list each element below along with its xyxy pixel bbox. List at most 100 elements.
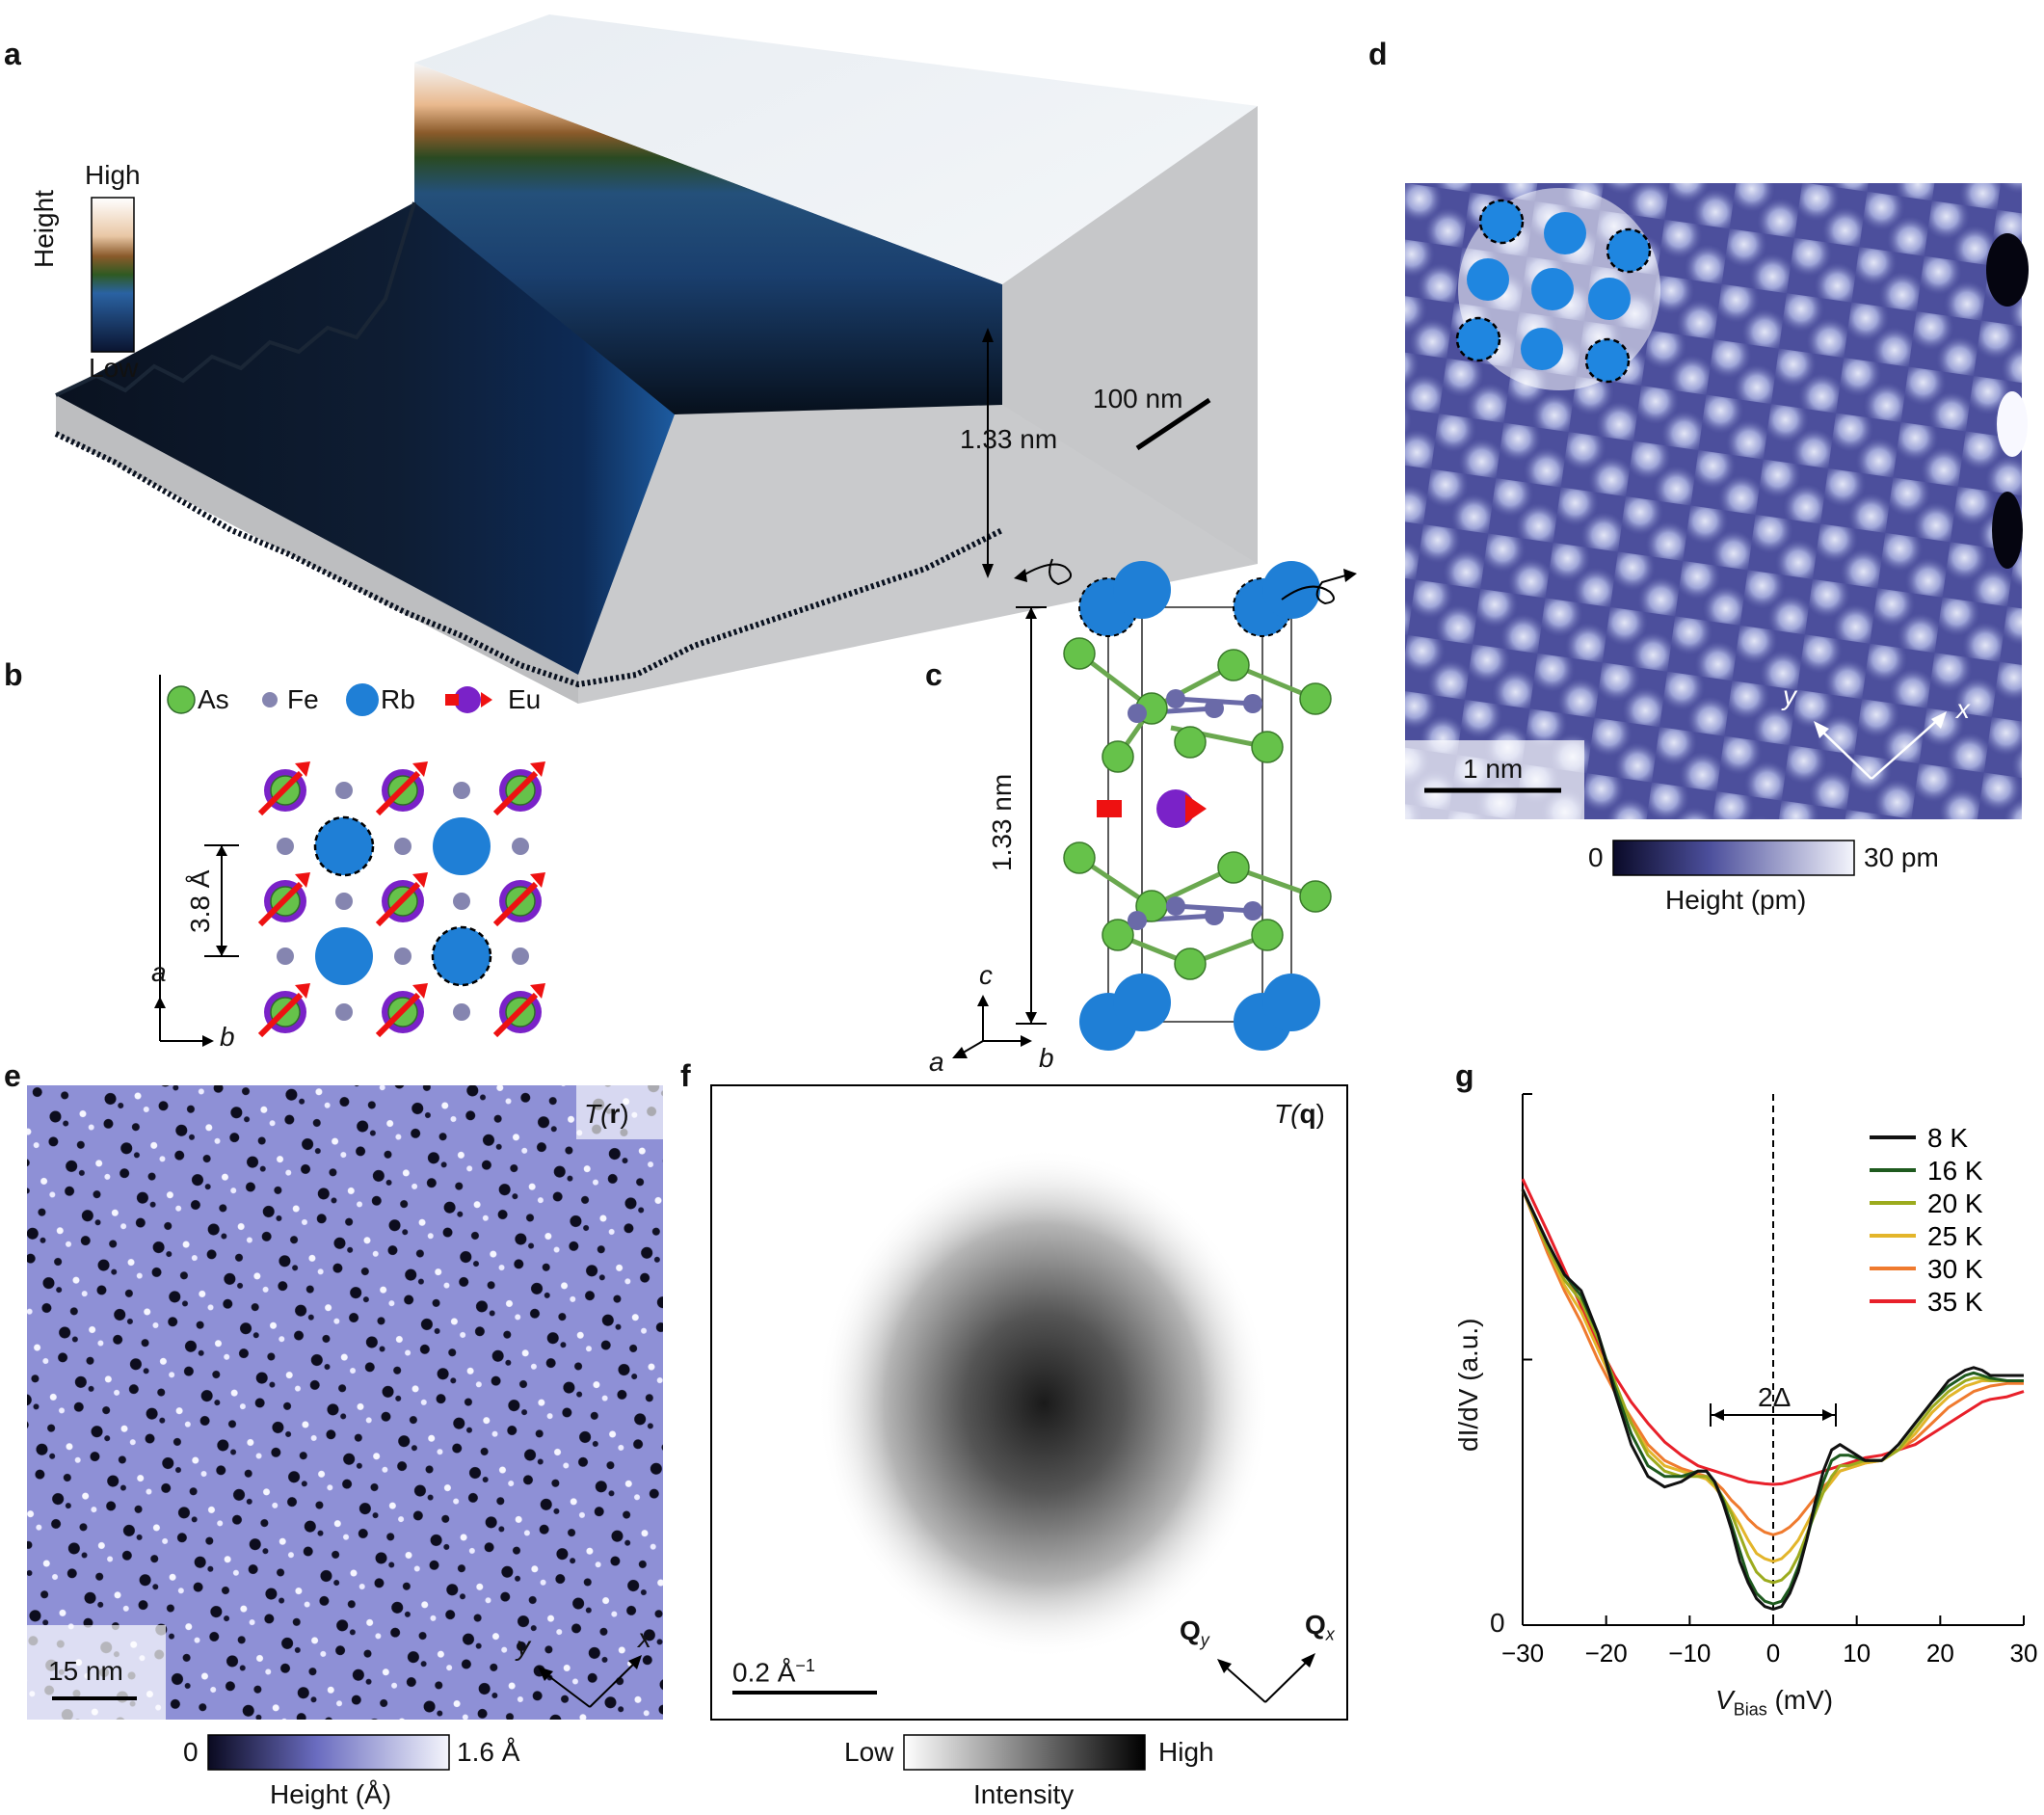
rb-atom [315, 927, 373, 985]
colorbar-high-label: High [85, 160, 141, 190]
fe-atom [1128, 911, 1147, 930]
rb-atom [1467, 258, 1509, 301]
panel-e-topograph [27, 1085, 663, 1720]
axis-y-label-e: y [517, 1631, 530, 1661]
chart-xlabel: VBias (mV) [1715, 1685, 1833, 1721]
colorbar-title-e: Height (Å) [270, 1779, 392, 1809]
qy-main: Q [1180, 1615, 1201, 1645]
series-line-20k [1521, 1188, 2024, 1585]
series-line-30k [1521, 1188, 2024, 1536]
rb-atom [313, 815, 375, 877]
legend-label-fe: Fe [287, 684, 319, 714]
axis-qx-label: Qx [1305, 1610, 1335, 1645]
axis-x-label-e: x [638, 1623, 651, 1653]
scale-bar-label: 100 nm [1093, 384, 1183, 414]
legend-label-rb: Rb [381, 684, 415, 714]
axis-b-label: b [220, 1022, 235, 1052]
panel-label-f: f [680, 1058, 691, 1093]
fe-atom [453, 782, 470, 799]
x-tick-label: −10 [1668, 1639, 1711, 1668]
colorbar-min-d: 0 [1588, 842, 1604, 872]
as-atom [1251, 919, 1284, 951]
colorbar-low-f: Low [844, 1737, 894, 1767]
as-atom [1251, 731, 1284, 763]
colorbar-title: Height [29, 190, 59, 268]
legend-label: 20 K [1927, 1188, 1983, 1218]
panel-c-unit-cell [952, 558, 1357, 1058]
tag-suffix-e: ) [620, 1099, 629, 1129]
xlabel-main: V [1715, 1685, 1734, 1715]
eu-as-site [492, 983, 545, 1038]
axis-y-label-d: y [1783, 681, 1796, 710]
rb-atom [1113, 974, 1171, 1031]
scale-bar-label-d: 1 nm [1463, 754, 1524, 784]
topograph-tag-e: T(r) [584, 1099, 629, 1130]
as-atom [1063, 637, 1096, 670]
fe-atom [277, 838, 294, 855]
as-atom [1217, 851, 1250, 884]
chart-y-zero: 0 [1490, 1608, 1505, 1638]
rb-atom [431, 925, 492, 987]
legend-label: 25 K [1927, 1221, 1983, 1251]
colorbar-title-f: Intensity [973, 1779, 1075, 1809]
as-atom [1102, 919, 1134, 951]
rb-atom [1478, 199, 1525, 245]
x-tick-label: −20 [1585, 1639, 1628, 1668]
as-atom [1217, 649, 1250, 681]
rb-atom [1606, 227, 1652, 274]
series-line-8k [1521, 1188, 2024, 1611]
tag-bold-e: r [609, 1099, 621, 1129]
rb-atom [1113, 561, 1171, 619]
fe-atom [1166, 896, 1185, 916]
as-atom [1299, 682, 1332, 715]
axis-qy-label: Qy [1180, 1615, 1209, 1651]
rb-atom [1262, 561, 1320, 619]
fe-atom [512, 948, 529, 965]
panel-label-c: c [925, 657, 942, 692]
colorbar-max-e: 1.6 Å [457, 1737, 520, 1767]
colorbar-high-f: High [1158, 1737, 1214, 1767]
panel-f-fft [710, 1084, 1348, 1721]
axis-x-label-d: x [1956, 694, 1970, 724]
lattice-spacing-label: 3.8 Å [185, 869, 215, 933]
xlabel-sub: Bias [1733, 1699, 1767, 1720]
eu-as-site [257, 761, 310, 816]
legend-label-as: As [198, 684, 229, 714]
as-atom [1063, 841, 1096, 874]
gap-arrowhead-left [1712, 1409, 1724, 1421]
qx-sub: x [1325, 1624, 1335, 1644]
rb-atom [1544, 212, 1586, 254]
chart-ylabel: dI/dV (a.u.) [1453, 1318, 1483, 1452]
legend-label: 16 K [1927, 1156, 1983, 1186]
fe-atom [453, 893, 470, 910]
eu-as-site [375, 872, 428, 927]
series-line-25k [1521, 1188, 2024, 1563]
fe-atom [1166, 689, 1185, 708]
legend-label: 30 K [1927, 1254, 1983, 1284]
axis-b-label-c: b [1039, 1043, 1054, 1073]
x-tick-label: −30 [1501, 1639, 1544, 1668]
legend-label: 8 K [1927, 1123, 1968, 1153]
axis-a-label-c: a [929, 1047, 944, 1077]
x-tick-label: 10 [1843, 1639, 1871, 1668]
qy-sub: y [1200, 1630, 1209, 1650]
qx-main: Q [1305, 1610, 1326, 1640]
fe-atom [1128, 704, 1147, 723]
tag-suffix-f: ) [1315, 1099, 1325, 1129]
colorbar-title-d: Height (pm) [1665, 885, 1807, 915]
panel-label-a: a [4, 37, 21, 71]
tag-bold-f: q [1299, 1099, 1316, 1129]
eu-as-site [257, 872, 310, 927]
panel-g-spectra-chart: −30 −20 −10 0 10 20 30 8 K16 K20 K25 K30 K35 K [1501, 1093, 2037, 1668]
scale-bar-label-e: 15 nm [48, 1656, 123, 1686]
rb-atom [433, 817, 491, 875]
tag-prefix-f: T( [1274, 1099, 1300, 1129]
fft-tag-f: T(q) [1274, 1099, 1325, 1130]
scale-bar-value-f: 0.2 Å [732, 1657, 796, 1688]
fe-atom [335, 893, 353, 910]
panel-d-atomic-image [1405, 183, 2029, 819]
eu-as-site [375, 983, 428, 1038]
rb-atom [1262, 974, 1320, 1031]
as-atom [1174, 948, 1207, 980]
panel-label-d: d [1368, 37, 1388, 71]
